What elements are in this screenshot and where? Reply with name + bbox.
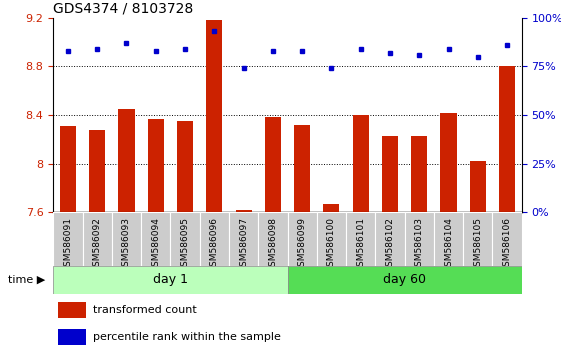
Bar xyxy=(229,212,258,266)
Text: GSM586105: GSM586105 xyxy=(473,217,482,272)
Text: transformed count: transformed count xyxy=(93,304,197,315)
Text: percentile rank within the sample: percentile rank within the sample xyxy=(93,332,281,342)
Bar xyxy=(287,212,317,266)
Bar xyxy=(82,212,112,266)
Text: time ▶: time ▶ xyxy=(8,275,45,285)
Bar xyxy=(323,204,339,212)
Text: GSM586102: GSM586102 xyxy=(385,217,394,272)
Bar xyxy=(118,109,135,212)
Bar xyxy=(287,266,522,294)
Bar xyxy=(411,136,427,212)
Text: GSM586098: GSM586098 xyxy=(268,217,277,272)
Text: GSM586097: GSM586097 xyxy=(239,217,248,272)
Bar xyxy=(404,212,434,266)
Bar xyxy=(58,329,86,345)
Bar xyxy=(53,266,287,294)
Text: GSM586101: GSM586101 xyxy=(356,217,365,272)
Text: GSM586103: GSM586103 xyxy=(415,217,424,272)
Bar xyxy=(171,212,200,266)
Bar xyxy=(499,66,515,212)
Bar xyxy=(353,115,369,212)
Bar xyxy=(200,212,229,266)
Bar xyxy=(434,212,463,266)
Text: GSM586091: GSM586091 xyxy=(63,217,72,272)
Bar xyxy=(89,130,105,212)
Bar xyxy=(440,113,457,212)
Bar xyxy=(346,212,375,266)
Text: GSM586096: GSM586096 xyxy=(210,217,219,272)
Bar xyxy=(375,212,404,266)
Text: day 60: day 60 xyxy=(383,273,426,286)
Bar xyxy=(58,302,86,318)
Bar xyxy=(148,119,164,212)
Text: GSM586094: GSM586094 xyxy=(151,217,160,272)
Bar xyxy=(258,212,287,266)
Bar xyxy=(141,212,171,266)
Text: GSM586100: GSM586100 xyxy=(327,217,336,272)
Text: GSM586106: GSM586106 xyxy=(503,217,512,272)
Bar xyxy=(463,212,493,266)
Text: day 1: day 1 xyxy=(153,273,188,286)
Text: GSM586093: GSM586093 xyxy=(122,217,131,272)
Bar xyxy=(53,212,82,266)
Text: GSM586104: GSM586104 xyxy=(444,217,453,272)
Bar xyxy=(177,121,193,212)
Bar xyxy=(493,212,522,266)
Bar xyxy=(382,136,398,212)
Bar xyxy=(317,212,346,266)
Text: GSM586095: GSM586095 xyxy=(181,217,190,272)
Text: GDS4374 / 8103728: GDS4374 / 8103728 xyxy=(53,1,194,15)
Bar xyxy=(294,125,310,212)
Bar xyxy=(236,210,252,212)
Text: GSM586099: GSM586099 xyxy=(298,217,307,272)
Bar xyxy=(470,161,486,212)
Bar xyxy=(60,126,76,212)
Bar xyxy=(206,20,222,212)
Text: GSM586092: GSM586092 xyxy=(93,217,102,272)
Bar xyxy=(265,118,281,212)
Bar xyxy=(112,212,141,266)
